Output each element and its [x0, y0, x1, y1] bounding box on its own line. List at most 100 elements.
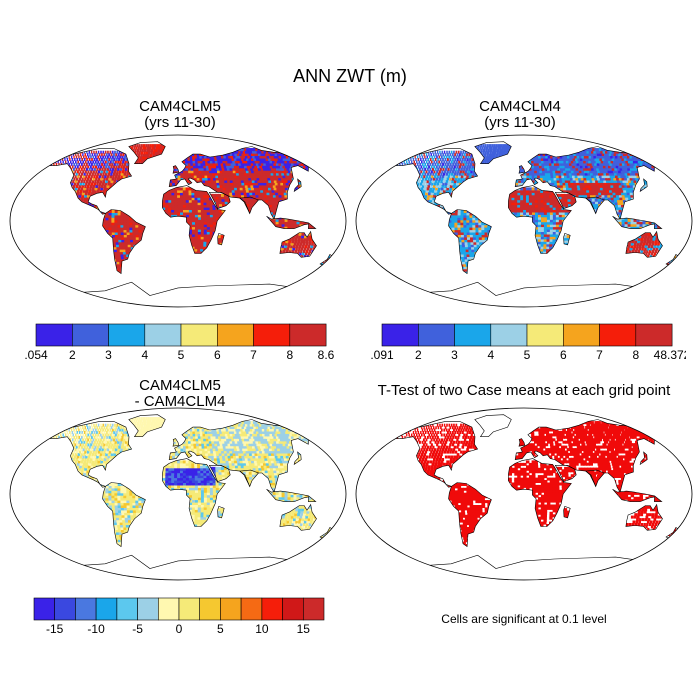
- map-frame: [355, 134, 693, 308]
- panel4-title: T-Test of two Case means at each grid po…: [377, 382, 671, 399]
- colorbar-tick-label: 2: [415, 348, 422, 362]
- arabia-coastline: [208, 192, 231, 209]
- indonesia-coastline: [266, 215, 317, 229]
- colorbar-tick-label: 10: [255, 622, 269, 636]
- australia-coastline: [625, 230, 663, 258]
- colorbar-box: [158, 597, 180, 621]
- colorbar-box: [253, 323, 291, 347]
- colorbar-box: [635, 323, 673, 347]
- colorbar-tick-label: .054: [24, 348, 48, 362]
- colorbar-box: [599, 323, 637, 347]
- colorbar-tick-label: 3: [451, 348, 458, 362]
- colorbar-box: [282, 597, 304, 621]
- africa-coastline: [161, 458, 226, 527]
- figure-title: ANN ZWT (m): [293, 66, 407, 86]
- africa-coastline: [507, 185, 572, 254]
- colorbar-box: [54, 597, 76, 621]
- colorbar-box: [261, 597, 283, 621]
- colorbar-box: [108, 323, 146, 347]
- colorbar-tick-label: 5: [178, 348, 185, 362]
- madagascar-coastline: [563, 233, 571, 246]
- north-america-coastline: [48, 421, 133, 488]
- panel4-map: [355, 407, 693, 581]
- eurasia-coastline: [514, 419, 663, 493]
- indonesia-coastline: [612, 488, 663, 502]
- australia-coastline: [279, 230, 317, 258]
- colorbar-tick-label: 6: [214, 348, 221, 362]
- south-america-coastline: [102, 209, 146, 275]
- colorbar-box: [178, 597, 201, 621]
- greenland-coastline: [128, 414, 166, 437]
- colorbar-box: [199, 597, 221, 621]
- north-america-coastline: [394, 421, 479, 488]
- north-america-coastline: [394, 148, 479, 215]
- colorbar-box: [33, 597, 56, 621]
- colorbar-box: [95, 597, 118, 621]
- eurasia-coastline: [514, 146, 663, 220]
- panel4-footnote: Cells are significant at 0.1 level: [441, 612, 607, 626]
- colorbar-box: [116, 597, 138, 621]
- colorbar-tick-label: .091: [370, 348, 394, 362]
- arabia-coastline: [554, 465, 577, 482]
- madagascar-coastline: [217, 506, 225, 519]
- uk-coastline: [518, 438, 526, 447]
- india-lobe-coastline: [238, 469, 259, 488]
- panel1-title: CAM4CLM5: [139, 98, 221, 115]
- australia-coastline: [279, 503, 317, 531]
- japan-coastline: [293, 178, 302, 193]
- madagascar-coastline: [563, 506, 571, 519]
- panel1-colorbar: .054 2 3 4 5 6 7 8 8.6: [24, 323, 335, 362]
- uk-coastline: [172, 438, 180, 447]
- uk-coastline: [172, 165, 180, 174]
- japan-coastline: [293, 451, 302, 466]
- eurasia-coastline: [168, 146, 317, 220]
- south-america-coastline: [448, 209, 492, 275]
- australia-coastline: [625, 503, 663, 531]
- panel2-subtitle: (yrs 11-30): [484, 114, 556, 131]
- india-lobe-coastline: [584, 196, 605, 215]
- colorbar-tick-label: 5: [524, 348, 531, 362]
- colorbar-tick-label: 48.372: [654, 348, 686, 362]
- panel1-subtitle: (yrs 11-30): [144, 114, 216, 131]
- colorbar-tick-label: 8: [286, 348, 293, 362]
- india-lobe-coastline: [238, 196, 259, 215]
- panel3-colorbar: -15 -10 -5 0 5 10 15: [33, 597, 325, 636]
- panel3-subtitle: - CAM4CLM4: [134, 393, 226, 410]
- colorbar-tick-label: 7: [250, 348, 257, 362]
- panel2-map: [355, 134, 693, 308]
- colorbar-box: [289, 323, 327, 347]
- colorbar-box: [381, 323, 419, 347]
- colorbar-tick-label: -5: [132, 622, 143, 636]
- greenland-coastline: [128, 141, 166, 164]
- colorbar-box: [240, 597, 263, 621]
- colorbar-box: [144, 323, 182, 347]
- colorbar-tick-label: 4: [141, 348, 148, 362]
- colorbar-box: [526, 323, 564, 347]
- panel2-title: CAM4CLM4: [479, 98, 561, 115]
- colorbar-tick-label: 8.6: [318, 348, 335, 362]
- uk-coastline: [518, 165, 526, 174]
- colorbar-box: [35, 323, 73, 347]
- colorbar-tick-label: 2: [69, 348, 76, 362]
- colorbar-box: [137, 597, 159, 621]
- eurasia-coastline: [168, 419, 317, 493]
- colorbar-box: [454, 323, 492, 347]
- madagascar-coastline: [217, 233, 225, 246]
- panel1-map: [9, 134, 347, 308]
- indonesia-coastline: [266, 488, 317, 502]
- colorbar-tick-label: 4: [487, 348, 494, 362]
- panel2-colorbar: .091 2 3 4 5 6 7 8 48.372: [370, 323, 686, 362]
- africa-coastline: [161, 185, 226, 254]
- south-america-coastline: [448, 482, 492, 548]
- colorbar-box: [75, 597, 97, 621]
- arabia-coastline: [208, 465, 231, 482]
- colorbar-box: [302, 597, 325, 621]
- colorbar-box: [490, 323, 528, 347]
- japan-coastline: [639, 451, 648, 466]
- colorbar-tick-label: -10: [87, 622, 105, 636]
- colorbar-tick-label: 8: [632, 348, 639, 362]
- colorbar-box: [180, 323, 218, 347]
- india-lobe-coastline: [584, 469, 605, 488]
- colorbar-box: [220, 597, 242, 621]
- colorbar-box: [563, 323, 600, 347]
